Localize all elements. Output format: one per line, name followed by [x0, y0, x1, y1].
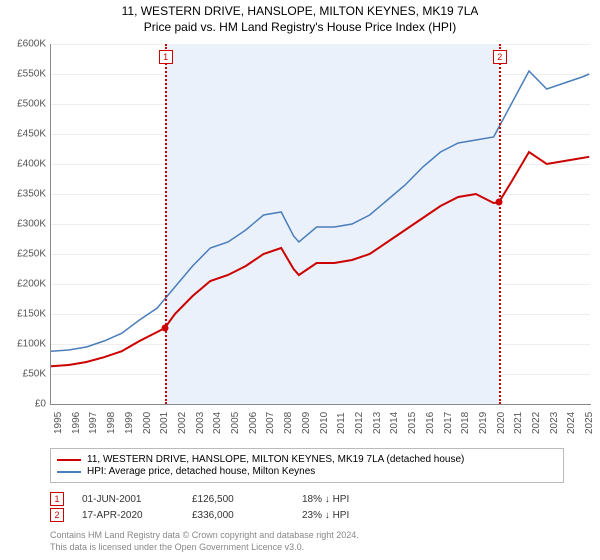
- transaction-table: 1 01-JUN-2001 £126,500 18% ↓ HPI 2 17-AP…: [50, 490, 412, 524]
- title-subtitle: Price paid vs. HM Land Registry's House …: [0, 20, 600, 34]
- x-axis: 1995199619971998199920002001200220032004…: [50, 404, 590, 444]
- plot-svg: [51, 44, 591, 404]
- legend-swatch-hpi: [57, 471, 81, 473]
- chart-container: 11, WESTERN DRIVE, HANSLOPE, MILTON KEYN…: [0, 0, 600, 560]
- transaction-date-2: 17-APR-2020: [82, 510, 192, 521]
- transaction-marker-2: 2: [50, 508, 64, 522]
- title-address: 11, WESTERN DRIVE, HANSLOPE, MILTON KEYN…: [0, 4, 600, 18]
- transaction-date-1: 01-JUN-2001: [82, 494, 192, 505]
- title-block: 11, WESTERN DRIVE, HANSLOPE, MILTON KEYN…: [0, 0, 600, 34]
- legend-swatch-property: [57, 459, 81, 461]
- legend-label-property: 11, WESTERN DRIVE, HANSLOPE, MILTON KEYN…: [87, 454, 464, 465]
- plot-area: 12: [50, 44, 591, 405]
- legend-row-property: 11, WESTERN DRIVE, HANSLOPE, MILTON KEYN…: [57, 454, 557, 465]
- legend-label-hpi: HPI: Average price, detached house, Milt…: [87, 466, 315, 477]
- footer-line1: Contains HM Land Registry data © Crown c…: [50, 530, 359, 542]
- y-axis: £0£50K£100K£150K£200K£250K£300K£350K£400…: [0, 44, 50, 404]
- transaction-price-1: £126,500: [192, 494, 302, 505]
- transaction-row-2: 2 17-APR-2020 £336,000 23% ↓ HPI: [50, 508, 412, 522]
- footer: Contains HM Land Registry data © Crown c…: [50, 530, 359, 553]
- transaction-marker-1: 1: [50, 492, 64, 506]
- footer-line2: This data is licensed under the Open Gov…: [50, 542, 359, 554]
- legend-row-hpi: HPI: Average price, detached house, Milt…: [57, 466, 557, 477]
- transaction-price-2: £336,000: [192, 510, 302, 521]
- legend: 11, WESTERN DRIVE, HANSLOPE, MILTON KEYN…: [50, 448, 564, 483]
- transaction-delta-2: 23% ↓ HPI: [302, 510, 412, 521]
- transaction-delta-1: 18% ↓ HPI: [302, 494, 412, 505]
- transaction-row-1: 1 01-JUN-2001 £126,500 18% ↓ HPI: [50, 492, 412, 506]
